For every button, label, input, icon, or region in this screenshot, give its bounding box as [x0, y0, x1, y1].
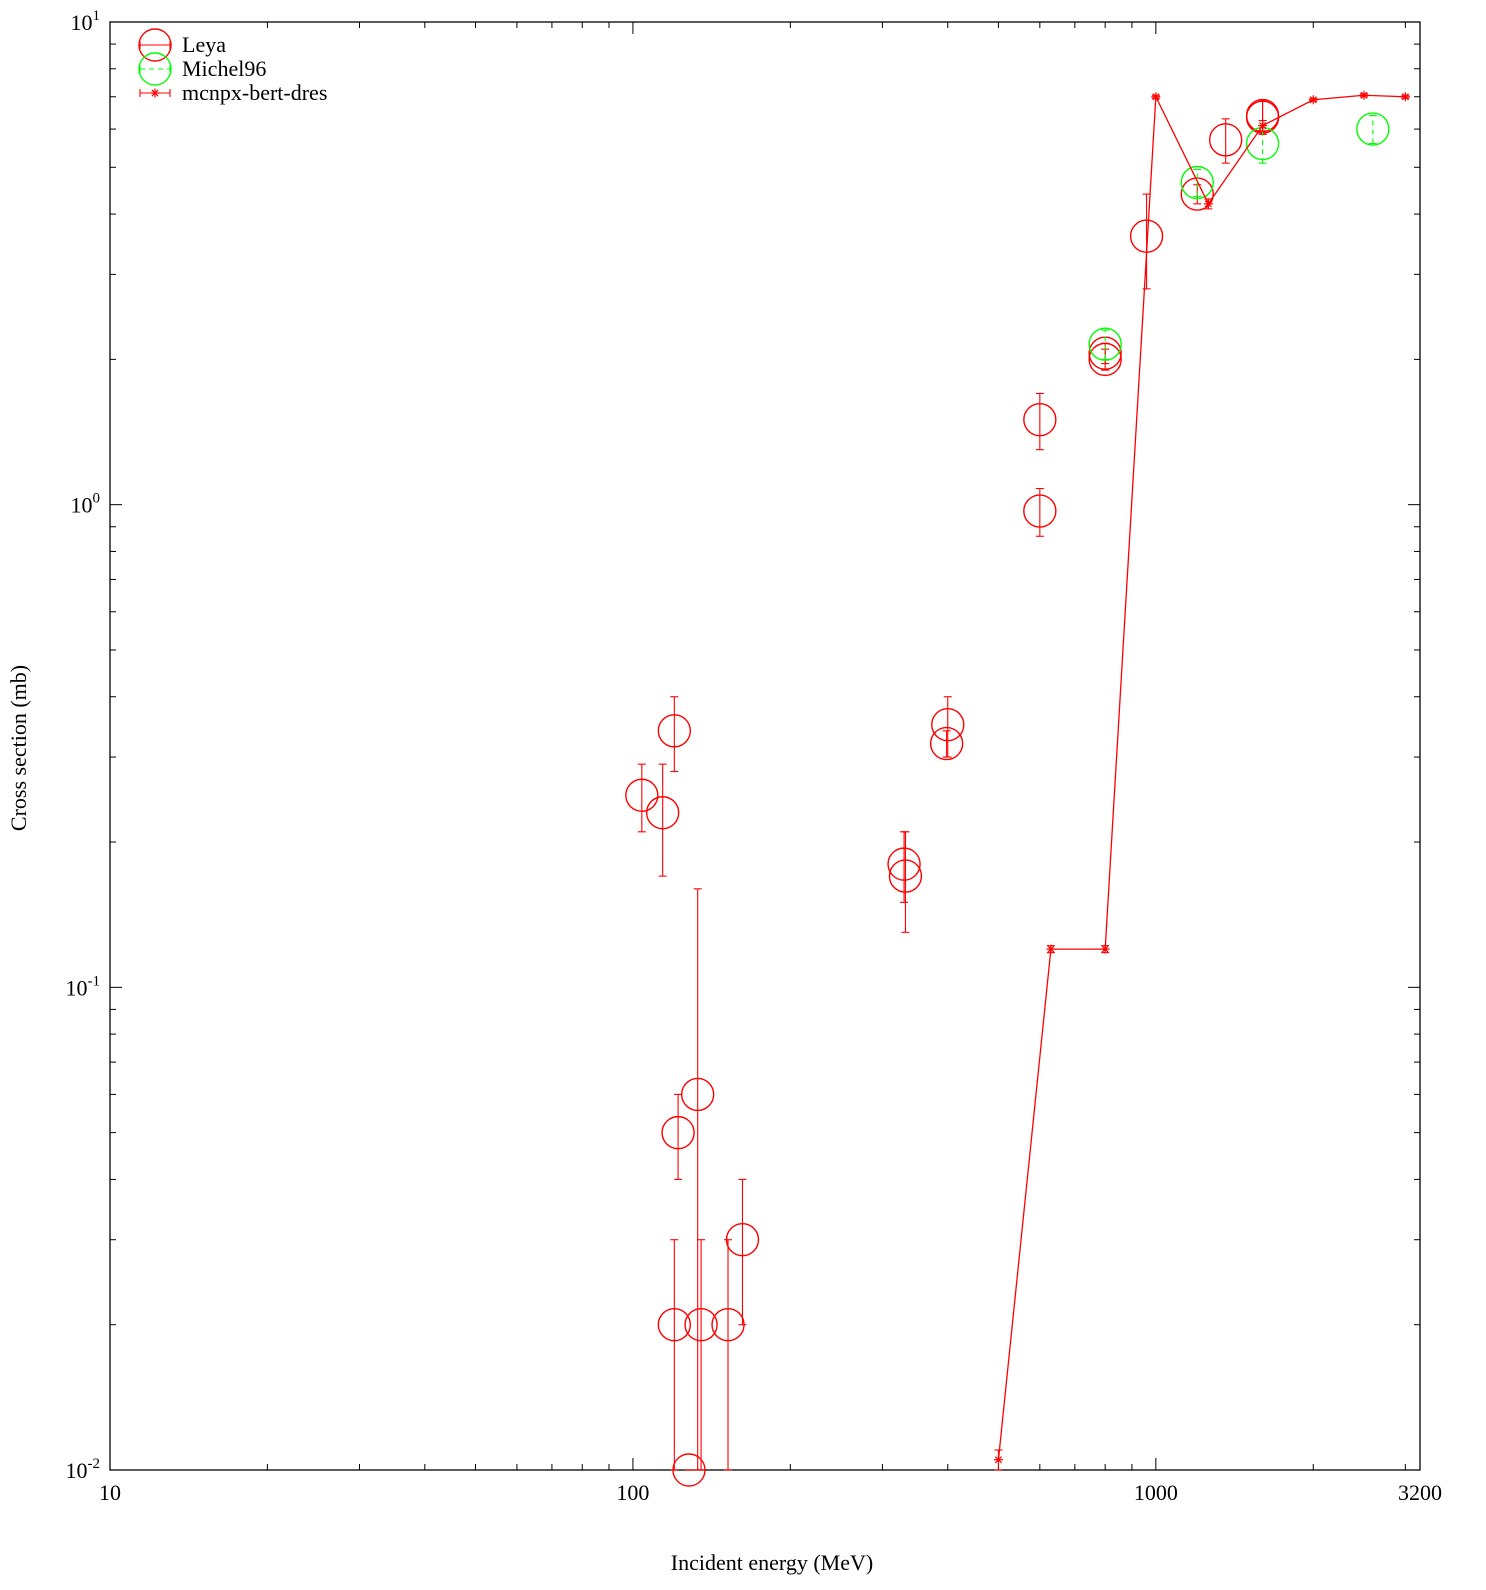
- data-point: [1203, 199, 1213, 209]
- legend-marker: [138, 28, 172, 62]
- data-point: [888, 859, 923, 893]
- data-point: [929, 726, 964, 761]
- data-point: [625, 778, 659, 812]
- legend-marker: [150, 88, 160, 98]
- y-axis-title: Cross section (mb): [6, 665, 31, 831]
- data-point: [645, 796, 680, 830]
- data-point: [684, 1308, 718, 1342]
- x-tick-label: 1000: [1134, 1480, 1178, 1505]
- data-point: [1151, 92, 1161, 102]
- legend-entry: mcnpx-bert-dres: [139, 80, 327, 105]
- data-point: [680, 1077, 715, 1112]
- data-point: [657, 1308, 692, 1342]
- data-point: [1258, 121, 1268, 131]
- series-leya: [625, 98, 1280, 1487]
- data-point: [1308, 95, 1318, 105]
- x-axis-title: Incident energy (MeV): [671, 1550, 873, 1575]
- legend-entry: Leya: [138, 28, 226, 62]
- legend-label: Leya: [182, 32, 226, 57]
- x-tick-label: 100: [616, 1480, 649, 1505]
- x-tick-label: 10: [99, 1480, 121, 1505]
- data-point: [887, 847, 921, 881]
- data-point: [1088, 327, 1122, 361]
- y-tick-label: 101: [71, 8, 101, 35]
- data-point: [1359, 90, 1369, 100]
- data-point: [1023, 494, 1057, 528]
- data-point: [1100, 944, 1110, 954]
- data-point: [993, 1455, 1003, 1465]
- data-point: [725, 1223, 760, 1257]
- data-point: [661, 1115, 695, 1150]
- series-michel96: [1088, 112, 1390, 361]
- legend-entry: Michel96: [138, 52, 266, 86]
- legend-label: Michel96: [182, 56, 266, 81]
- plot-frame: [109, 21, 1421, 1471]
- y-tick-label: 10-1: [66, 973, 101, 1000]
- data-point: [1046, 944, 1056, 954]
- data-point: [1356, 112, 1390, 146]
- y-tick-label: 100: [71, 491, 101, 518]
- data-point: [931, 708, 965, 742]
- legend-label: mcnpx-bert-dres: [182, 80, 327, 105]
- y-tick-label: 10-2: [66, 1456, 101, 1483]
- data-point: [1180, 165, 1214, 200]
- series-mcnpx-bert-dres: [993, 90, 1410, 1471]
- data-point: [657, 714, 692, 748]
- x-tick-label: 3200: [1398, 1480, 1442, 1505]
- data-point: [1023, 402, 1057, 437]
- data-point: [1208, 123, 1243, 157]
- legend-marker: [138, 52, 172, 86]
- series-line: [997, 94, 1406, 1460]
- data-point: [1400, 92, 1410, 102]
